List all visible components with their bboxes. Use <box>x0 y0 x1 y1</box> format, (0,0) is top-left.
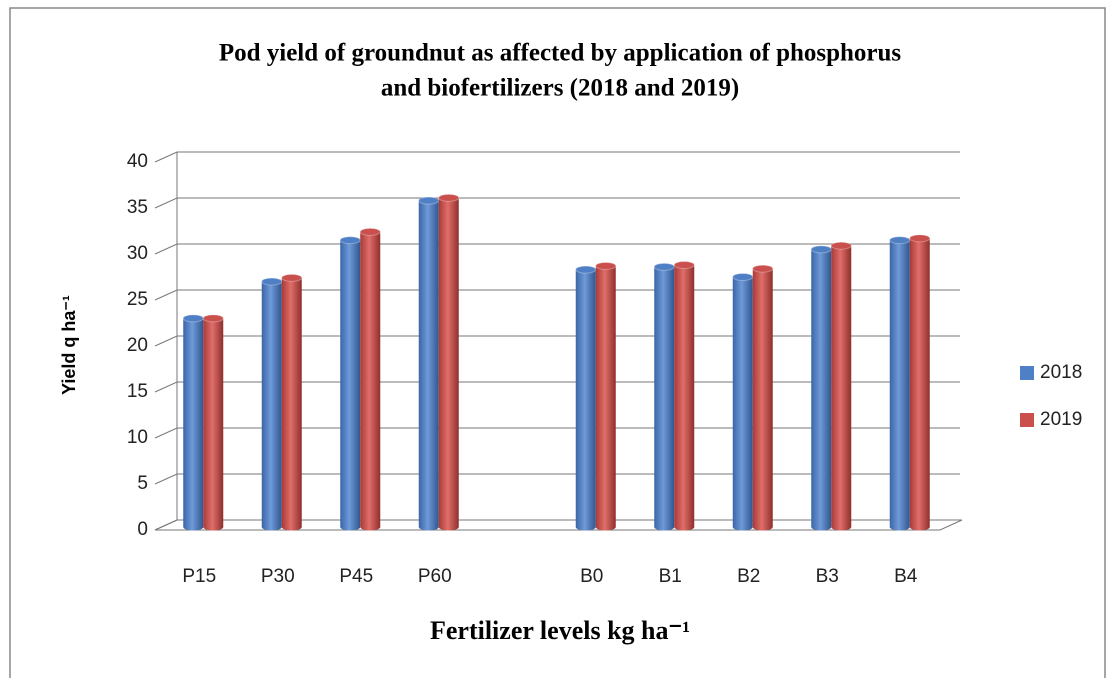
bar <box>438 194 459 531</box>
bar <box>595 262 616 531</box>
bar <box>575 266 596 531</box>
x-tick-label: P45 <box>339 566 373 587</box>
legend-swatch <box>1020 366 1034 380</box>
x-tick-label: P30 <box>261 566 295 587</box>
bar-top <box>261 277 283 286</box>
bar <box>261 278 282 531</box>
x-tick-label: B3 <box>816 566 839 587</box>
bar <box>418 197 439 531</box>
bar <box>831 242 852 531</box>
bar <box>909 234 930 531</box>
bar-top <box>889 236 911 245</box>
x-tick-label: P15 <box>182 566 216 587</box>
bar-top <box>281 273 303 282</box>
bar <box>732 273 753 531</box>
bar <box>811 245 832 531</box>
grid-line <box>154 473 960 485</box>
bar-top <box>575 265 597 274</box>
bar-top <box>673 261 695 270</box>
bar-top <box>732 273 754 281</box>
bar <box>281 274 302 531</box>
y-tick-label: 30 <box>127 243 148 264</box>
y-tick-label: 0 <box>137 519 148 540</box>
y-tick-label: 10 <box>127 427 148 448</box>
bar-top <box>418 196 440 205</box>
bar <box>340 236 361 531</box>
x-tick-label: B4 <box>894 566 918 587</box>
bar-top <box>202 314 224 323</box>
bar <box>360 228 381 531</box>
y-tick-label: 35 <box>127 197 148 218</box>
grid-line <box>154 197 960 209</box>
grid-line <box>154 243 960 255</box>
grid-line <box>154 335 960 347</box>
bar-top <box>830 241 852 250</box>
bar-top <box>438 193 460 202</box>
y-tick-label: 25 <box>127 289 148 310</box>
y-tick-label: 5 <box>137 473 148 494</box>
grid-line <box>154 381 960 393</box>
bar-top <box>752 264 774 273</box>
x-tick-label: P60 <box>418 566 452 587</box>
bar <box>183 314 204 531</box>
bar <box>889 236 910 531</box>
bar-top <box>182 314 204 323</box>
x-tick-label: B1 <box>659 566 682 587</box>
y-tick-label: 40 <box>127 151 148 172</box>
bar-top <box>909 234 931 243</box>
bar-top <box>359 227 381 236</box>
bar-top <box>810 245 832 254</box>
bar-top <box>339 236 361 245</box>
chart-title: Pod yield of groundnut as affected by ap… <box>219 40 902 67</box>
y-axis-label: Yield q ha⁻¹ <box>59 295 79 395</box>
y-tick-label: 15 <box>127 381 148 402</box>
y-tick-label: 20 <box>127 335 148 356</box>
legend-swatch <box>1020 413 1034 427</box>
x-tick-label: B2 <box>737 566 760 587</box>
bar <box>203 314 224 531</box>
bar <box>752 265 773 531</box>
legend-label: 2018 <box>1040 362 1082 383</box>
legend-label: 2019 <box>1040 409 1082 430</box>
grid-line <box>154 427 960 439</box>
grid-line <box>154 151 960 163</box>
x-tick-label: B0 <box>580 566 603 587</box>
bar <box>654 263 675 531</box>
bar-top <box>653 262 675 271</box>
grid-line <box>154 519 960 531</box>
grid-line <box>154 289 960 301</box>
bar-top <box>595 261 617 270</box>
x-axis-label: Fertilizer levels kg ha⁻¹ <box>430 616 690 645</box>
chart-border <box>9 7 1106 678</box>
chart-subtitle: and biofertilizers (2018 and 2019) <box>381 75 739 102</box>
bar <box>674 261 695 531</box>
